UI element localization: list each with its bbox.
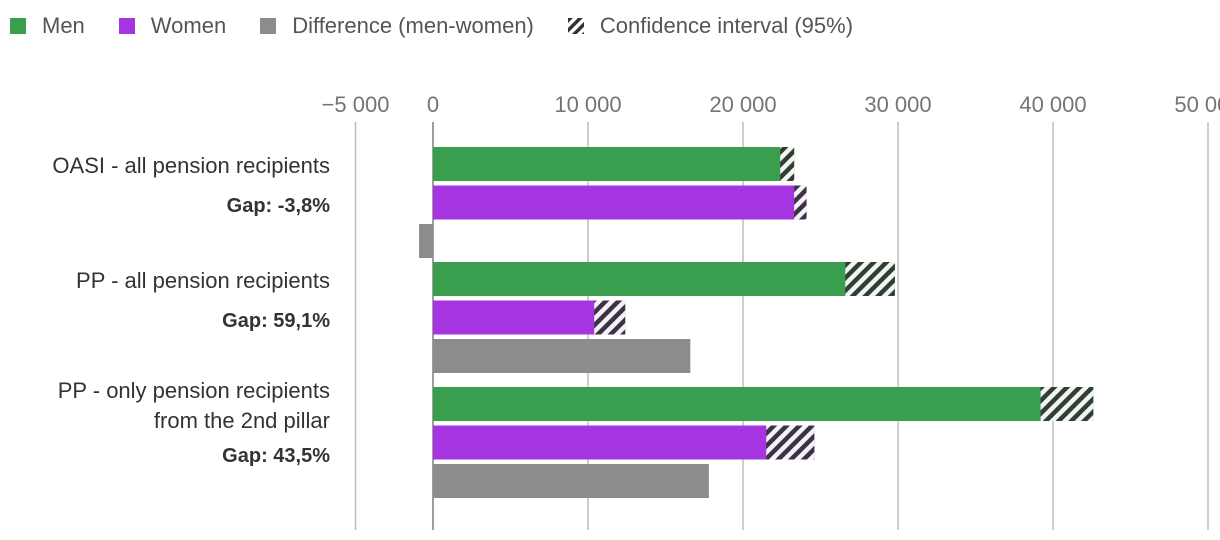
x-tick-label-5: 40 000 bbox=[1019, 92, 1086, 117]
legend-label-difference: Difference (men-women) bbox=[292, 13, 534, 38]
gap-label-2: Gap: 43,5% bbox=[222, 445, 330, 467]
bar-men-group-2 bbox=[433, 387, 1094, 421]
legend-swatch-difference bbox=[260, 18, 277, 34]
ci-men-group-2 bbox=[1040, 387, 1094, 421]
category-label-2-line-0: PP - only pension recipients bbox=[58, 378, 330, 403]
legend-item-women[interactable]: Women bbox=[118, 13, 227, 39]
x-tick-label-3: 20 000 bbox=[709, 92, 776, 117]
bar-men-group-1 bbox=[433, 262, 895, 296]
legend-item-ci[interactable]: Confidence interval (95%) bbox=[567, 13, 854, 39]
x-tick-label-4: 30 000 bbox=[864, 92, 931, 117]
category-label-1-line-0: PP - all pension recipients bbox=[76, 268, 330, 293]
category-label-2-line-1: from the 2nd pillar bbox=[154, 408, 330, 433]
ci-women-group-0 bbox=[794, 185, 807, 220]
legend-item-men[interactable]: Men bbox=[10, 13, 85, 39]
bar-women-group-1 bbox=[433, 300, 626, 335]
legend: Men Women Difference (men-women) Confide… bbox=[10, 10, 887, 42]
category-label-0-line-0: OASI - all pension recipients bbox=[52, 153, 330, 178]
bar-difference-group-2 bbox=[433, 464, 709, 498]
ci-men-group-1 bbox=[845, 262, 895, 296]
gap-label-0: Gap: -3,8% bbox=[227, 195, 331, 217]
legend-swatch-men bbox=[10, 18, 26, 34]
x-tick-label-6: 50 000 bbox=[1174, 92, 1220, 117]
ci-men-group-0 bbox=[780, 147, 795, 181]
bar-men-group-0 bbox=[433, 147, 795, 181]
ci-women-group-2 bbox=[766, 425, 815, 460]
x-tick-label-1: 0 bbox=[427, 92, 439, 117]
ci-women-group-1 bbox=[594, 300, 626, 335]
bar-women-group-2 bbox=[433, 425, 815, 460]
x-tick-label-0: −5 000 bbox=[322, 92, 390, 117]
bar-difference-group-1 bbox=[433, 339, 691, 373]
bar-difference-group-0 bbox=[419, 224, 433, 258]
bar-women-group-0 bbox=[433, 185, 807, 220]
legend-label-men: Men bbox=[42, 13, 85, 38]
x-tick-label-2: 10 000 bbox=[554, 92, 621, 117]
legend-label-ci: Confidence interval (95%) bbox=[599, 13, 854, 38]
legend-swatch-women bbox=[118, 18, 135, 34]
legend-item-difference[interactable]: Difference (men-women) bbox=[260, 13, 534, 39]
legend-label-women: Women bbox=[150, 13, 227, 38]
legend-swatch-ci-hatch-icon bbox=[567, 18, 584, 34]
gap-label-1: Gap: 59,1% bbox=[222, 310, 330, 332]
